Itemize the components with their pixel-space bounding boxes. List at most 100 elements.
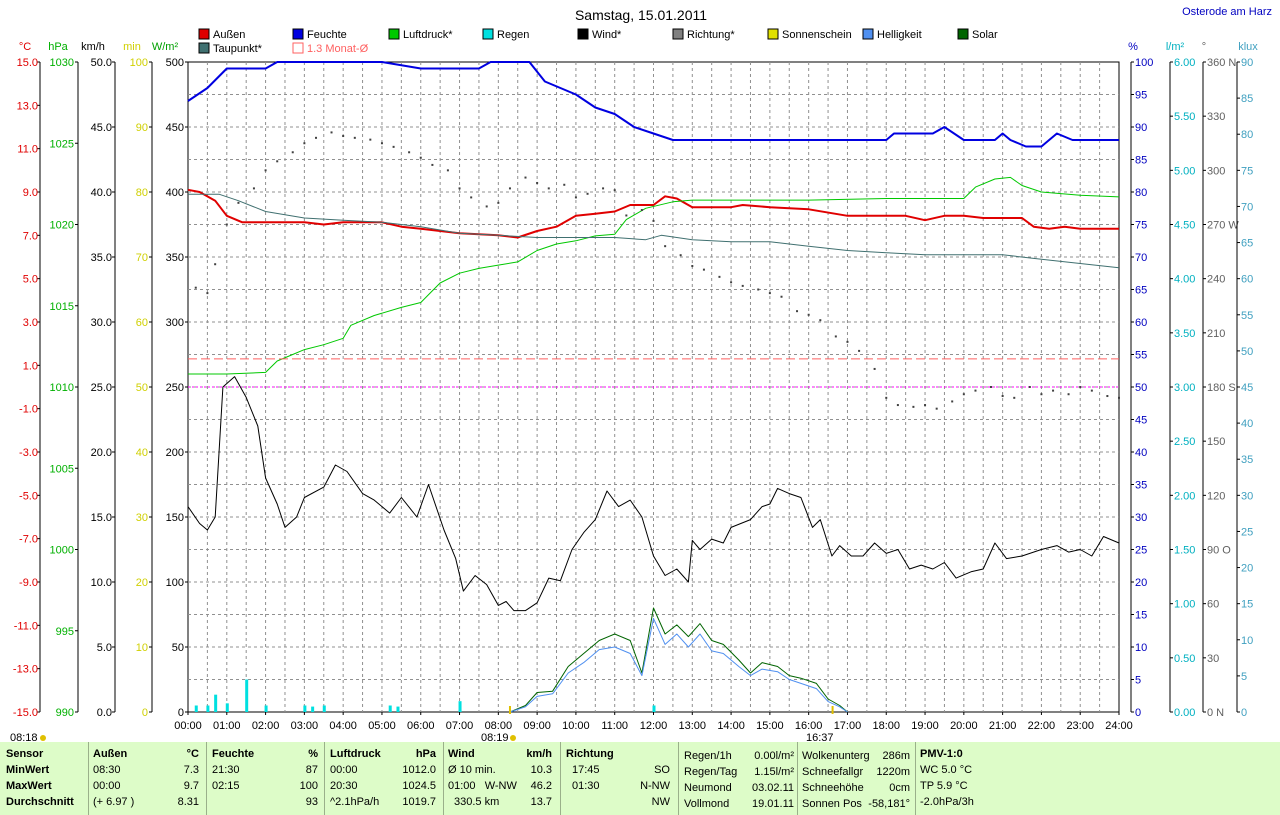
sun-markers: 08:18 08:19 16:37 xyxy=(10,706,834,742)
tick-label-lux: 75 xyxy=(1241,165,1253,177)
direction-point xyxy=(225,223,228,226)
stats-neumond-label: Neumond xyxy=(684,782,732,794)
tick-label-press: 995 xyxy=(56,626,74,638)
direction-point xyxy=(873,367,876,370)
direction-point xyxy=(691,265,694,268)
series-wind xyxy=(187,376,1120,612)
legend-label: Feuchte xyxy=(307,29,347,41)
rain-bar xyxy=(264,705,268,712)
direction-point xyxy=(303,142,306,145)
tick-label-hum: 60 xyxy=(1135,317,1147,329)
tick-label-lux: 5 xyxy=(1241,671,1247,683)
tick-label-rain: 4.00 xyxy=(1174,274,1195,286)
tick-label-hum: 80 xyxy=(1135,187,1147,199)
direction-point xyxy=(935,407,938,410)
stats-feuchte-avg: 93 xyxy=(305,796,318,808)
x-tick-label: 16:00 xyxy=(795,720,823,732)
direction-point xyxy=(353,136,356,139)
x-tick-label: 14:00 xyxy=(717,720,745,732)
direction-point xyxy=(885,396,888,399)
stats-feuchte-min: 87 xyxy=(305,764,318,776)
axis-unit-wind: km/h xyxy=(81,41,105,53)
tick-label-rain: 2.00 xyxy=(1174,490,1195,502)
stats-vollmond-label: Vollmond xyxy=(684,798,730,810)
tick-label-dir: 270 W xyxy=(1207,220,1239,232)
legend-label: Luftdruck* xyxy=(403,29,453,41)
stats-regen: Regen/1h 0.00l/m² Regen/Tag 1.15l/m² Neumo… xyxy=(684,748,794,812)
tick-label-lux: 65 xyxy=(1241,238,1253,250)
x-tick-label: 17:00 xyxy=(834,720,862,732)
divider xyxy=(324,742,325,815)
tick-label-min: 10 xyxy=(136,642,148,654)
stats-luftdruck-max-time: 20:30 xyxy=(330,780,358,792)
x-tick-label: 11:00 xyxy=(601,720,628,732)
axis-unit-temp: °C xyxy=(19,41,31,53)
tick-label-temp: 3.0 xyxy=(23,317,38,329)
direction-point xyxy=(1079,386,1082,388)
direction-point xyxy=(508,187,511,190)
direction-point xyxy=(392,145,395,148)
tick-label-rain: 6.00 xyxy=(1174,57,1195,69)
stats-schneefall: 1220m xyxy=(876,766,910,778)
stats-pmv-wc: WC 5.0 °C xyxy=(920,764,973,776)
stats-wind-max-time: 01:00 W-NW xyxy=(448,780,517,792)
rain-bar xyxy=(206,705,210,712)
direction-point xyxy=(485,205,488,208)
tick-label-dir: 90 O xyxy=(1207,545,1231,557)
series-helligkeit xyxy=(509,617,848,713)
direction-point xyxy=(470,196,473,199)
stats-aussen: Außen °C 08:30 7.3 00:00 9.7 (+ 6.97 ) 8.31 xyxy=(93,746,203,810)
stats-sonnenpos-label: Sonnen Pos xyxy=(802,798,862,810)
tick-label-wind: 40.0 xyxy=(91,187,112,199)
direction-point xyxy=(408,151,411,154)
x-tick-label: 24:00 xyxy=(1105,720,1133,732)
rain-bar xyxy=(245,679,249,712)
tick-label-hum: 5 xyxy=(1135,675,1141,687)
rain-bar xyxy=(194,705,198,712)
direction-point xyxy=(315,136,318,139)
stats-regen-tag: 1.15l/m² xyxy=(754,766,794,778)
stats-regen-1h: 0.00l/m² xyxy=(754,750,794,762)
x-tick-label: 04:00 xyxy=(329,720,357,732)
stats-sensor-min: MinWert xyxy=(6,764,50,776)
tick-label-temp: -5.0 xyxy=(19,490,38,502)
axis-unit-lux: klux xyxy=(1238,41,1258,53)
tick-label-hum: 45 xyxy=(1135,415,1147,427)
tick-label-dir: 330 xyxy=(1207,111,1225,123)
direction-point xyxy=(780,295,783,298)
tick-label-dir: 60 xyxy=(1207,599,1219,611)
x-tick-label: 07:00 xyxy=(446,720,474,732)
direction-point xyxy=(237,201,240,204)
direction-point xyxy=(276,160,279,163)
axis-unit-dir: ° xyxy=(1202,41,1206,53)
tick-label-hum: 70 xyxy=(1135,252,1147,264)
tick-label-min: 100 xyxy=(130,57,148,69)
stats-luftdruck-max: 1024.5 xyxy=(402,780,436,792)
tick-label-dir: 120 xyxy=(1207,490,1225,502)
stats-sensor-title: Sensor xyxy=(6,748,44,760)
tick-label-dir: 150 xyxy=(1207,436,1225,448)
tick-label-wind: 0.0 xyxy=(97,707,112,719)
tick-label-lux: 10 xyxy=(1241,635,1253,647)
tick-label-rain: 5.50 xyxy=(1174,111,1195,123)
tick-label-temp: 5.0 xyxy=(23,274,38,286)
legend-swatch xyxy=(577,28,589,40)
x-tick-label: 09:00 xyxy=(523,720,551,732)
direction-point xyxy=(586,192,589,195)
tick-label-hum: 65 xyxy=(1135,285,1147,297)
direction-point xyxy=(458,187,461,190)
direction-point xyxy=(214,263,217,266)
divider xyxy=(206,742,207,815)
legend-label: Taupunkt* xyxy=(213,43,263,55)
tick-label-lux: 50 xyxy=(1241,346,1253,358)
stats-feuchte: Feuchte% 21:30 87 02:15 100 93 xyxy=(212,746,320,810)
tick-label-temp: 15.0 xyxy=(17,57,38,69)
axes: 15.0 13.0 11.0 9.0 7.0 5.0 3.0 1.0 -1.0 -3.0 -5.0 -… xyxy=(13,41,1258,732)
stats-schneehoehe: 0cm xyxy=(889,782,910,794)
tick-label-press: 1005 xyxy=(50,463,74,475)
tick-label-temp: -7.0 xyxy=(19,534,38,546)
tick-label-hum: 90 xyxy=(1135,122,1147,134)
tick-label-lux: 25 xyxy=(1241,526,1253,538)
tick-label-temp: -3.0 xyxy=(19,447,38,459)
stats-pmv-tp: TP 5.9 °C xyxy=(920,780,968,792)
